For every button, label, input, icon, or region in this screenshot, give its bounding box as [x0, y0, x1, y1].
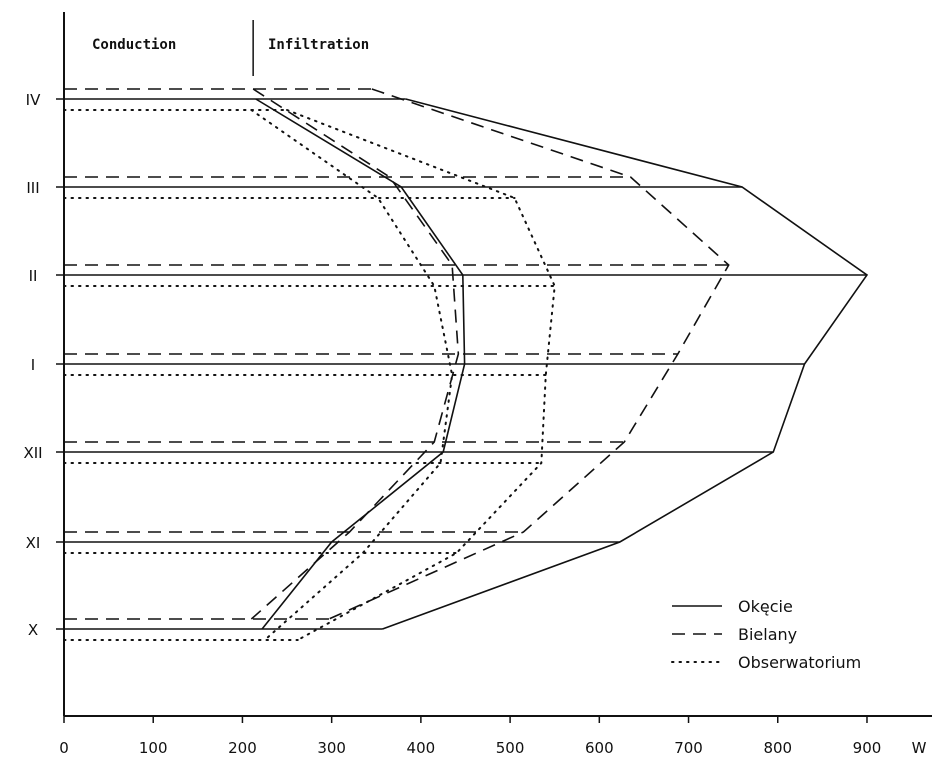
month-label-XI: XI: [26, 534, 41, 552]
month-label-XII: XII: [23, 444, 42, 462]
conduction-line-obserwatorium: [250, 109, 454, 641]
legend-label-ok-cie: Okęcie: [738, 597, 793, 616]
legend-label-obserwatorium: Obserwatorium: [738, 653, 861, 672]
conduction-line-ok-cie: [255, 98, 466, 630]
month-label-I: I: [31, 356, 35, 374]
conduction-line-bielany: [250, 88, 460, 620]
header-label-infiltration: Infiltration: [268, 37, 369, 53]
legend-label-bielany: Bielany: [738, 625, 797, 644]
total-line-bielany: [328, 88, 730, 620]
x-tick-label-500: 500: [496, 739, 525, 757]
x-tick-label-900: 900: [853, 739, 882, 757]
legend: Okęcie Bielany Obserwatorium: [671, 597, 861, 672]
x-axis-unit-label: W: [912, 739, 927, 757]
x-tick-label-600: 600: [585, 739, 614, 757]
x-tick-label-800: 800: [763, 739, 792, 757]
month-label-II: II: [29, 267, 38, 285]
x-tick-label-300: 300: [317, 739, 346, 757]
total-line-ok-cie: [382, 98, 869, 630]
x-tick-label-100: 100: [139, 739, 168, 757]
month-label-X: X: [28, 621, 38, 639]
month-label-III: III: [26, 179, 39, 197]
x-tick-label-200: 200: [228, 739, 257, 757]
x-tick-label-400: 400: [407, 739, 436, 757]
x-tick-label-0: 0: [59, 739, 69, 757]
label-layer: Conduction Infiltration W 0 100 200 300 400 5…: [23, 37, 926, 757]
header-label-conduction: Conduction: [92, 37, 176, 53]
month-label-IV: IV: [26, 91, 41, 109]
x-tick-label-700: 700: [674, 739, 703, 757]
axis-layer: [56, 12, 932, 723]
series-layer: [63, 88, 869, 641]
